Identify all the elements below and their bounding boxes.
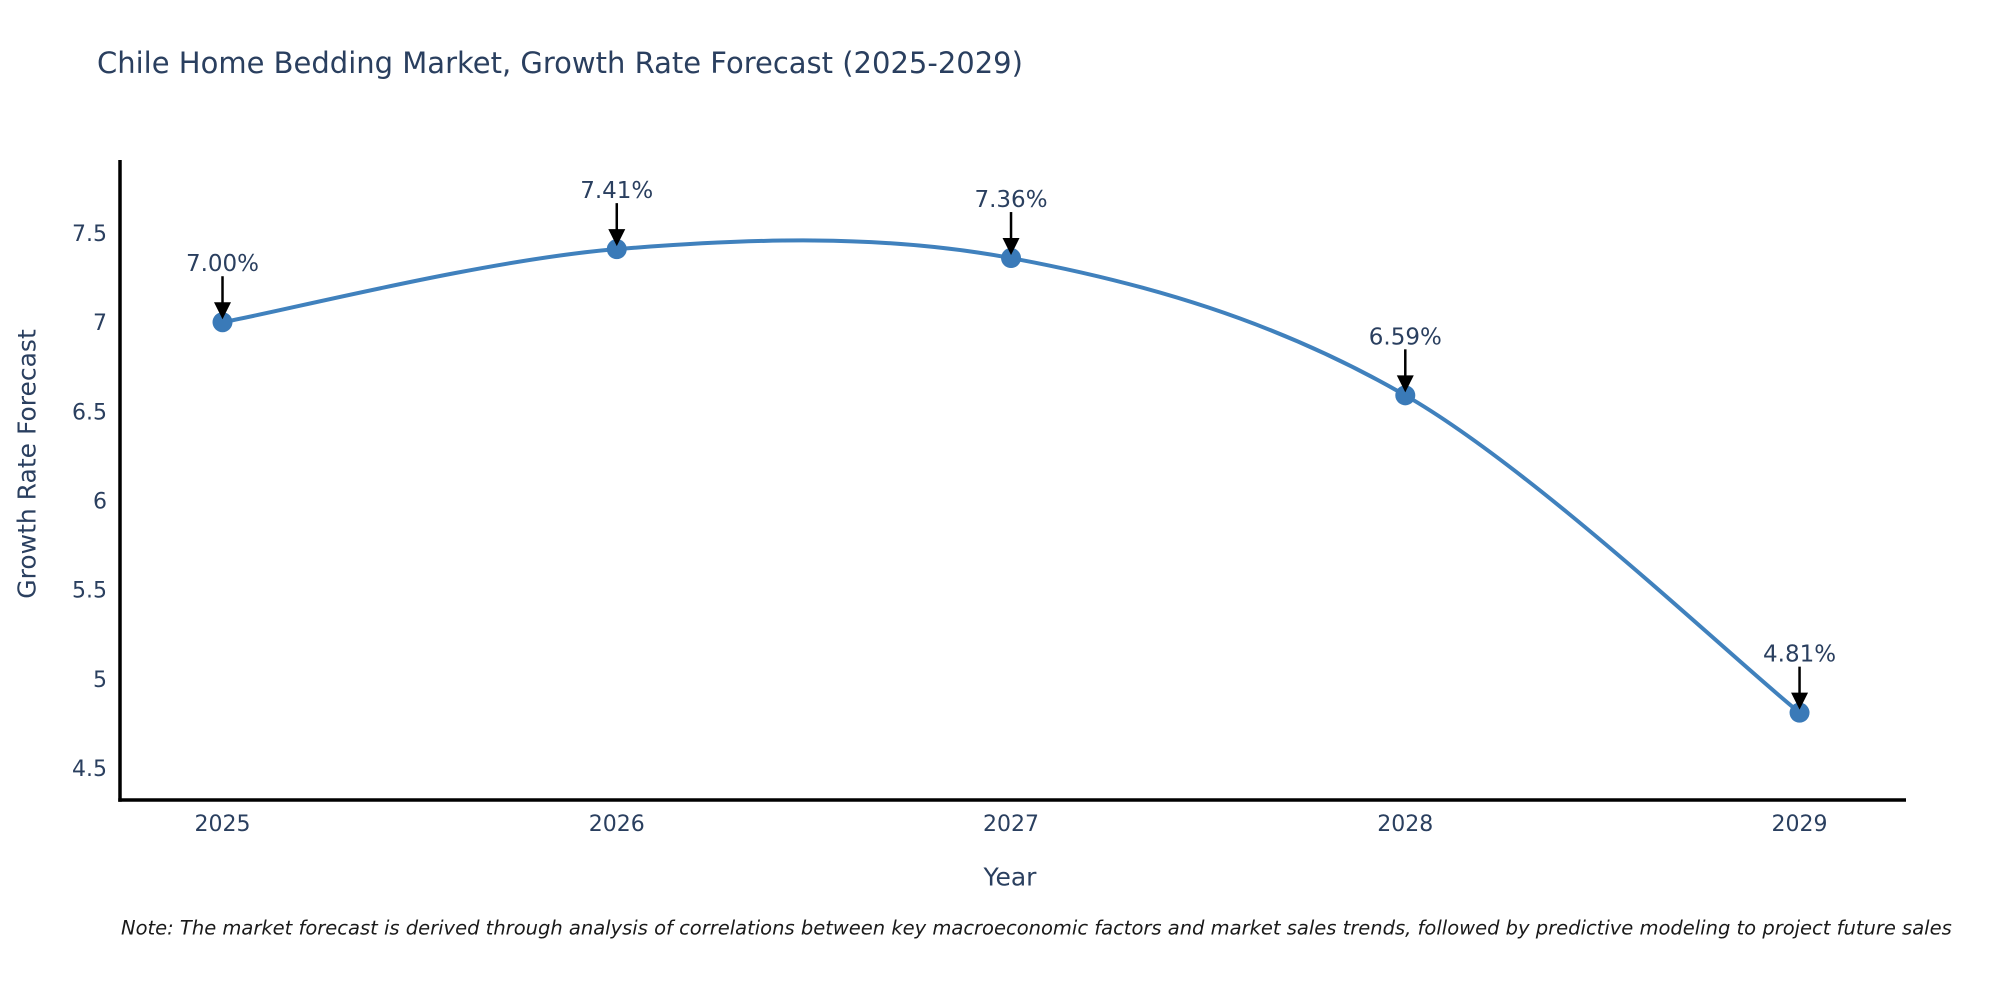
x-tick-label: 2026: [589, 812, 645, 837]
data-point-2027[interactable]: [1001, 248, 1022, 269]
data-point-2025[interactable]: [212, 312, 233, 333]
y-tick-label: 6.5: [72, 400, 107, 425]
data-point-2029[interactable]: [1789, 702, 1810, 723]
x-tick-label: 2025: [195, 812, 251, 837]
footnote: Note: The market forecast is derived thr…: [121, 916, 1952, 940]
y-tick-label: 5.5: [72, 579, 107, 604]
x-tick-label: 2028: [1377, 812, 1433, 837]
data-point-2026[interactable]: [606, 239, 627, 260]
y-axis-title: Growth Rate Forecast: [12, 329, 42, 599]
annotation-arrowhead-icon: [1396, 375, 1414, 393]
x-tick-label: 2029: [1772, 812, 1828, 837]
x-axis-title: Year: [983, 862, 1037, 892]
y-tick-label: 6: [93, 490, 107, 515]
y-tick-label: 7.5: [72, 222, 107, 247]
data-point-label: 7.36%: [974, 187, 1047, 213]
y-tick-label: 7: [93, 311, 107, 336]
data-point-label: 7.00%: [186, 251, 259, 277]
annotation-arrowhead-icon: [1791, 692, 1809, 710]
y-tick-label: 4.5: [72, 757, 107, 782]
annotation-arrowhead-icon: [214, 302, 232, 320]
y-tick-label: 5: [93, 668, 107, 693]
data-point-label: 6.59%: [1369, 324, 1442, 350]
chart-title: Chile Home Bedding Market, Growth Rate F…: [97, 46, 1023, 80]
trend-line: [220, 238, 1802, 715]
data-point-label: 4.81%: [1763, 642, 1836, 668]
annotation-arrowhead-icon: [608, 229, 626, 247]
data-point-label: 7.41%: [580, 178, 653, 204]
x-tick-label: 2027: [983, 812, 1039, 837]
annotation-arrowhead-icon: [1002, 238, 1020, 256]
data-point-2028[interactable]: [1395, 385, 1416, 406]
